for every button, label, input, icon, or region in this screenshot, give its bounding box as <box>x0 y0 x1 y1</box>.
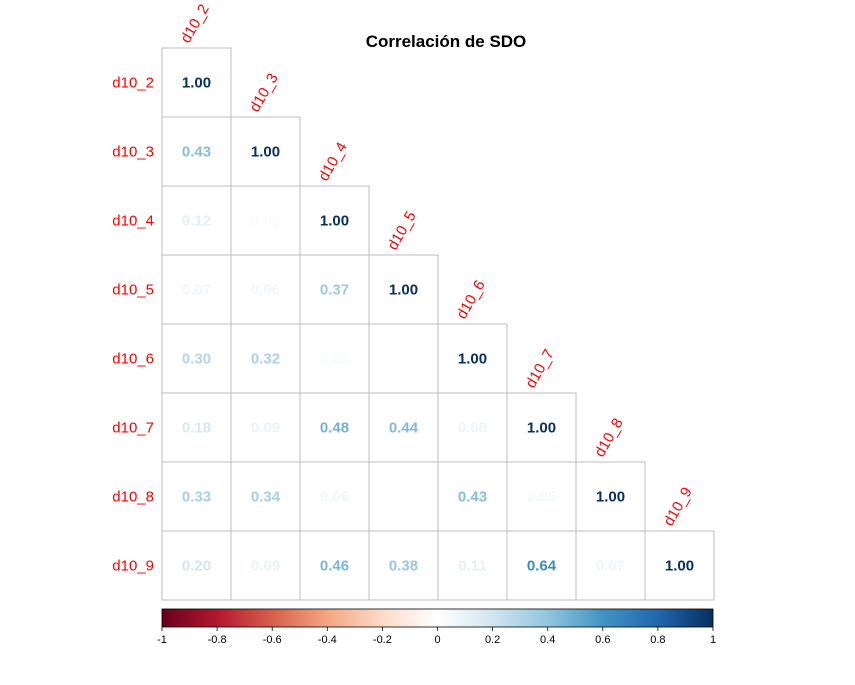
cell-value-label: 1.00 <box>389 282 418 299</box>
matrix-cell <box>230 392 301 463</box>
cell-value-label: 0.46 <box>320 558 349 575</box>
matrix-cell <box>644 530 715 601</box>
color-bar-tick-label: -0.2 <box>373 634 392 646</box>
color-bar-tick-label: -0.4 <box>318 634 337 646</box>
color-bar-tick-label: -0.8 <box>208 634 227 646</box>
matrix-cell <box>506 392 577 463</box>
row-label: d10_2 <box>112 75 154 92</box>
color-bar-tick-label: 0.4 <box>540 634 555 646</box>
cell-value-label: 0.06 <box>251 282 280 299</box>
cell-value-label: 1.00 <box>458 351 487 368</box>
row-labels: d10_2 d10_3 d10_4 d10_5 d10_6 d10_7 d10_8 d10_9 <box>112 75 154 575</box>
cell-value-label: 0.11 <box>458 558 486 575</box>
matrix-cell <box>230 530 301 601</box>
row-label: d10_6 <box>112 351 154 368</box>
cell-value-label: 0.37 <box>320 282 349 299</box>
matrix-cell <box>299 185 370 256</box>
color-bar-tick-label: 0 <box>434 634 440 646</box>
matrix-cell <box>368 254 439 325</box>
cell-value-label: 0.03 <box>251 213 280 230</box>
column-label: d10_2 <box>177 1 213 46</box>
cell-value-label: 0.43 <box>182 144 211 161</box>
column-label: d10_8 <box>591 415 627 460</box>
cell-value-label: 0.38 <box>389 558 418 575</box>
matrix-cell <box>437 323 508 394</box>
color-bar-tick-label: 0.2 <box>485 634 500 646</box>
cell-value-label: 0.07 <box>596 558 625 575</box>
matrix-cell <box>575 461 646 532</box>
cell-value-label: 0.09 <box>251 420 280 437</box>
matrix-cell <box>230 461 301 532</box>
matrix-cell <box>230 116 301 187</box>
color-bar-tick-label: -0.6 <box>263 634 282 646</box>
matrix-cell <box>161 116 232 187</box>
column-label: d10_6 <box>453 277 489 322</box>
cell-value-label: 0.18 <box>182 420 211 437</box>
cell-value-label: 0.03 <box>320 351 349 368</box>
cell-value-label: 1.00 <box>596 489 625 506</box>
cell-value-label: 0.09 <box>251 558 280 575</box>
matrix-cell <box>368 461 439 532</box>
cell-value-label: 1.00 <box>665 558 694 575</box>
color-bar-tick-label: 0.8 <box>650 634 665 646</box>
cell-value-label: 0.08 <box>458 420 487 437</box>
row-label: d10_3 <box>112 144 154 161</box>
color-bar-tick-label: -1 <box>157 634 167 646</box>
chart-title: Correlación de SDO <box>366 32 527 51</box>
cell-value-label: 1.00 <box>320 213 349 230</box>
column-label: d10_7 <box>522 346 558 391</box>
cell-value-label: 0.33 <box>182 489 211 506</box>
cell-value-label: 0.07 <box>182 282 211 299</box>
row-label: d10_4 <box>112 213 154 230</box>
color-bar-tick-label: 0.6 <box>595 634 610 646</box>
color-bar-tick-label: 1 <box>710 634 716 646</box>
matrix-cell <box>299 530 370 601</box>
column-label: d10_4 <box>315 139 351 184</box>
row-label: d10_5 <box>112 282 154 299</box>
matrix-cell <box>230 254 301 325</box>
cell-value-label: 0.20 <box>182 558 211 575</box>
row-label: d10_7 <box>112 420 154 437</box>
row-label: d10_8 <box>112 489 154 506</box>
cell-value-label: 0.12 <box>182 213 211 230</box>
color-legend: -1 -0.8 -0.6 -0.4 -0.2 0 0.2 0.4 0.6 0.8 1 <box>157 608 716 646</box>
cell-value-label: 0.05 <box>527 489 556 506</box>
matrix-cell <box>506 461 577 532</box>
matrix-cell <box>161 185 232 256</box>
cell-value-label: 0.30 <box>182 351 211 368</box>
cell-value-label: 0.06 <box>320 489 349 506</box>
matrix-cell <box>299 392 370 463</box>
cell-value-label: 1.00 <box>251 144 280 161</box>
matrix-cell <box>368 323 439 394</box>
column-label: d10_9 <box>660 484 696 529</box>
row-label: d10_9 <box>112 558 154 575</box>
cell-value-label: 0.44 <box>389 420 419 437</box>
matrix-cell <box>161 461 232 532</box>
column-label: d10_5 <box>384 208 420 253</box>
cell-value-label: 0.48 <box>320 420 349 437</box>
correlation-grid: 1.00 0.43 1.00 0.12 0.03 1.00 0.07 0.06 0.37 1.00… <box>161 47 715 601</box>
column-label: d10_3 <box>246 70 282 115</box>
matrix-cell <box>299 461 370 532</box>
matrix-cell <box>368 392 439 463</box>
matrix-cell <box>230 323 301 394</box>
cell-value-label: 0.64 <box>527 558 557 575</box>
color-bar <box>161 608 714 628</box>
cell-value-label: 0.32 <box>251 351 280 368</box>
cell-value-label: 0.34 <box>251 489 281 506</box>
cell-value-label: 0.43 <box>458 489 487 506</box>
matrix-cell <box>437 530 508 601</box>
cell-value-label: 1.00 <box>182 75 211 92</box>
matrix-cell <box>161 47 232 118</box>
matrix-cell <box>437 392 508 463</box>
matrix-cell <box>161 530 232 601</box>
cell-value-label: 1.00 <box>527 420 556 437</box>
